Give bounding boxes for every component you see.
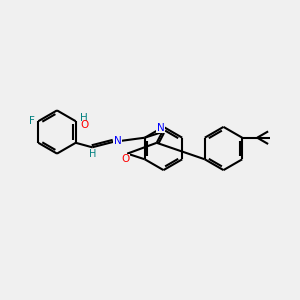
Text: N: N bbox=[113, 136, 121, 146]
Text: H: H bbox=[88, 149, 96, 159]
Text: H: H bbox=[80, 112, 88, 123]
Text: O: O bbox=[122, 154, 130, 164]
Text: F: F bbox=[29, 116, 35, 126]
Text: N: N bbox=[157, 122, 165, 133]
Text: O: O bbox=[80, 120, 88, 130]
